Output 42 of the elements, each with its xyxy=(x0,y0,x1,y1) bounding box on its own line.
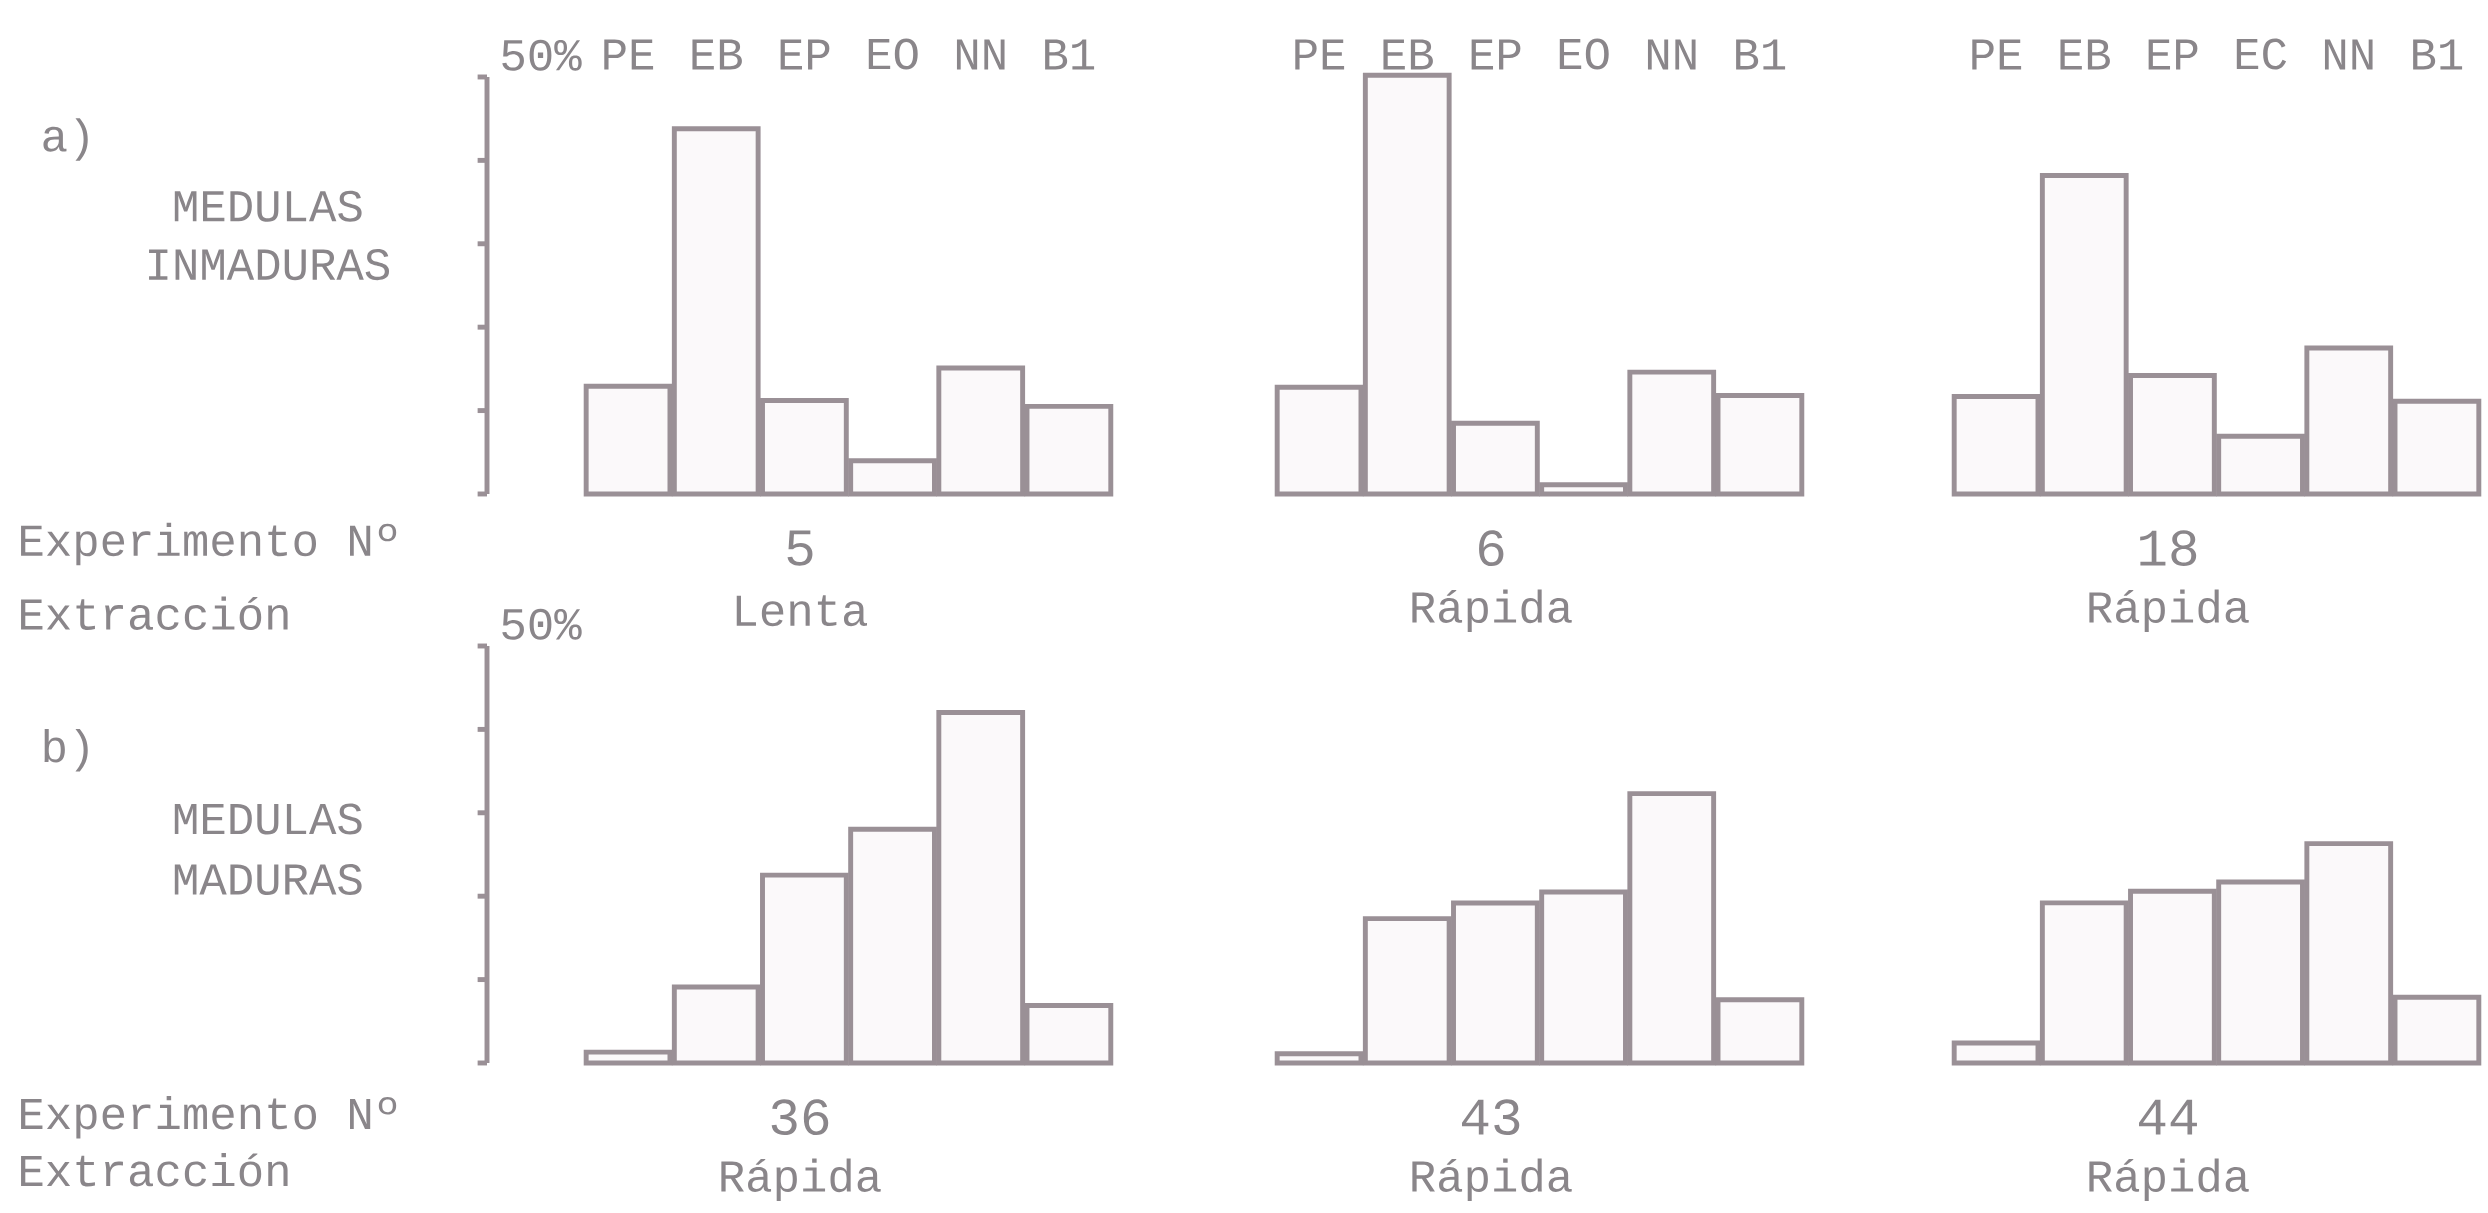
x-tick-label: EP xyxy=(780,39,830,70)
x-axis-title: 18 xyxy=(2140,530,2197,567)
text: Lenta xyxy=(736,595,868,627)
text: a) xyxy=(43,118,88,161)
x-tick-label: NN xyxy=(2324,39,2373,70)
text: b) xyxy=(44,728,88,772)
x-axis-title: 36 xyxy=(771,1099,829,1136)
text: MADURAS xyxy=(174,863,362,896)
x-tick-label: EP xyxy=(1471,39,1521,70)
x-tick-label: PE xyxy=(604,39,654,70)
text: MEDULAS xyxy=(174,803,362,835)
x-axis-title: 44 xyxy=(2139,1099,2197,1135)
x-axis-title: 6 xyxy=(1479,530,1504,567)
text: Rápida xyxy=(2089,589,2249,633)
text: MEDULAS xyxy=(174,190,362,222)
x-tick-label: NN xyxy=(956,39,1005,70)
x-tick-label: NN xyxy=(1647,39,1696,70)
x-tick-label: EO xyxy=(868,38,918,70)
text: 50% xyxy=(502,39,582,71)
text: Experimento Nº xyxy=(21,522,397,566)
text: INMADURAS xyxy=(149,249,390,281)
text: 50% xyxy=(502,608,582,640)
x-tick-label: B1 xyxy=(2413,39,2463,70)
text: Rápida xyxy=(2089,1158,2249,1202)
x-tick-label: EB xyxy=(1383,39,1433,70)
text: Rápida xyxy=(1412,589,1572,633)
x-tick-label: EO xyxy=(1559,38,1609,70)
x-tick-label: B1 xyxy=(1736,39,1786,70)
x-axis-title: 5 xyxy=(787,530,813,566)
x-tick-label: EP xyxy=(2148,39,2198,70)
text: Rápida xyxy=(1412,1158,1572,1202)
x-tick-label: B1 xyxy=(1045,39,1095,70)
x-tick-label: PE xyxy=(1295,39,1345,70)
text: Extracción xyxy=(21,596,288,631)
x-tick-label: EB xyxy=(2060,39,2110,70)
x-axis-title: 43 xyxy=(1462,1099,1520,1136)
text: Experimento Nº xyxy=(21,1095,397,1139)
x-tick-label: PE xyxy=(1972,39,2022,70)
x-tick-label: EC xyxy=(2236,38,2287,70)
text: Extracción xyxy=(21,1152,288,1187)
x-tick-label: EB xyxy=(692,39,742,70)
text: Rápida xyxy=(721,1158,881,1202)
